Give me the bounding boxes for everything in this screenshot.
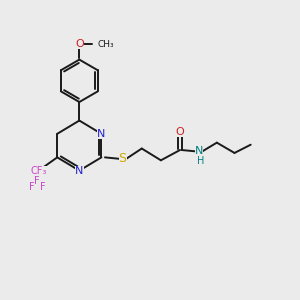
- Text: N: N: [97, 129, 106, 139]
- Text: F: F: [40, 182, 45, 192]
- Text: O: O: [176, 127, 184, 137]
- Text: N: N: [75, 166, 83, 176]
- Text: H: H: [197, 156, 204, 166]
- Text: F: F: [29, 182, 34, 192]
- Text: CH₃: CH₃: [97, 40, 114, 49]
- Text: F: F: [34, 176, 40, 186]
- Text: CF₃: CF₃: [31, 166, 47, 176]
- Text: N: N: [195, 146, 203, 157]
- Text: O: O: [75, 39, 84, 49]
- Text: S: S: [118, 152, 127, 165]
